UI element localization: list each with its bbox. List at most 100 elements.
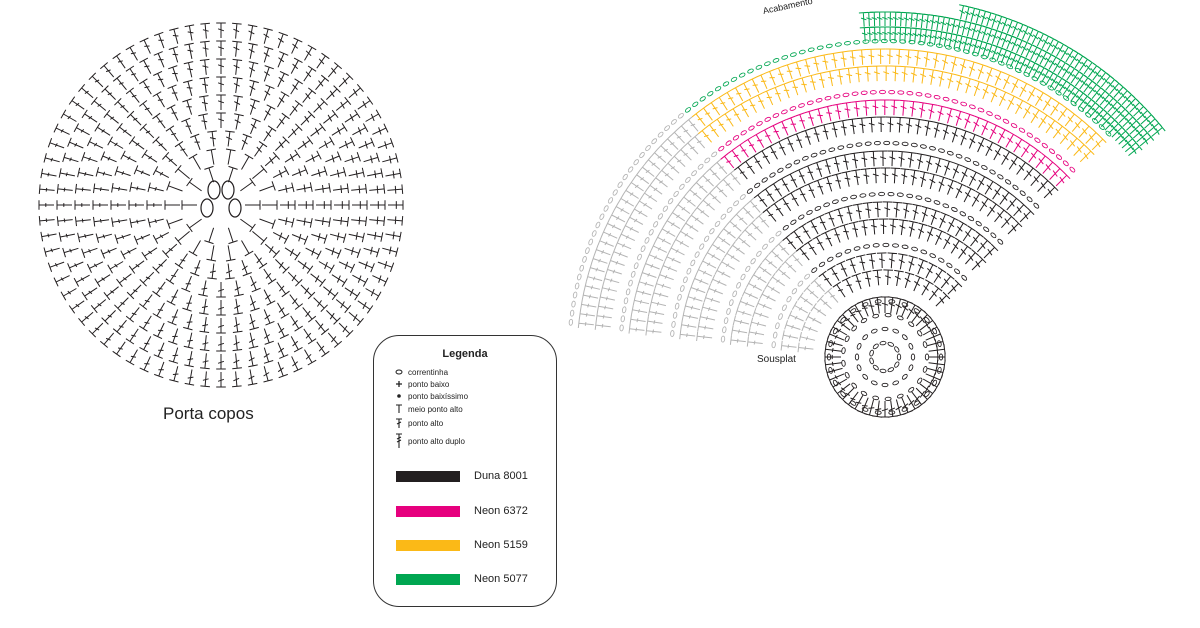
stitch-symbol <box>99 332 115 348</box>
stitch-symbol <box>911 391 926 409</box>
chain-stitch <box>980 54 988 60</box>
stitch-symbol <box>290 57 303 74</box>
chain-stitch <box>1092 118 1098 124</box>
stitch-symbol <box>890 167 901 184</box>
stitch-symbol <box>1136 106 1151 121</box>
chain-stitch <box>1063 95 1070 101</box>
stitch-symbol <box>958 243 972 259</box>
chain-stitch <box>603 205 609 212</box>
stitch-symbol <box>1039 49 1051 65</box>
chain-stitch <box>954 47 961 52</box>
stitch-symbol <box>90 299 107 314</box>
stitch-symbol <box>154 361 165 379</box>
stitch-symbol <box>56 216 73 226</box>
stitch-symbol <box>898 253 908 270</box>
stitch-symbol <box>828 121 839 138</box>
stitch-symbol <box>1128 142 1143 156</box>
chain-oval-icon <box>394 369 404 375</box>
chain-stitch <box>607 197 614 204</box>
stitch-symbol <box>703 293 720 303</box>
stitch-symbol <box>248 61 259 78</box>
stitch-symbol <box>927 103 938 120</box>
chain-stitch <box>577 273 582 281</box>
legend-symbol-row: ponto baixo <box>394 378 449 390</box>
stitch-symbol <box>120 150 137 163</box>
stitch-symbol <box>290 336 303 353</box>
chain-stitch <box>951 207 958 212</box>
stitch-symbol <box>1046 36 1058 52</box>
stitch-symbol <box>114 233 131 244</box>
chain-stitch <box>633 159 639 166</box>
stitch-symbol <box>166 181 183 192</box>
chain-stitch <box>677 293 682 301</box>
stitch-symbol <box>977 237 992 253</box>
stitch-symbol <box>872 296 883 314</box>
chain-stitch <box>837 145 845 150</box>
stitch-symbol <box>1042 94 1056 111</box>
chain-stitch <box>951 99 959 104</box>
stitch-symbol <box>594 320 611 330</box>
chain-stitch <box>793 159 801 165</box>
stitch-symbol <box>950 237 964 254</box>
stitch-symbol <box>81 247 98 258</box>
chain-stitch <box>971 51 979 57</box>
stitch-symbol <box>880 99 890 115</box>
stitch-symbol <box>216 282 226 298</box>
stitch-symbol <box>937 70 948 87</box>
stitch-symbol <box>803 163 814 181</box>
chain-stitch <box>906 193 914 199</box>
chain-stitch <box>861 407 869 412</box>
center-ring-chain <box>228 198 242 218</box>
stitch-symbol <box>885 48 895 65</box>
stitch-symbol <box>819 123 829 140</box>
stitch-symbol <box>323 286 339 301</box>
stitch-symbol <box>994 69 1006 86</box>
stitch-symbol <box>247 24 258 41</box>
stitch-symbol <box>755 262 772 276</box>
chain-stitch <box>714 86 722 92</box>
stitch-symbol <box>913 274 925 292</box>
chain-stitch <box>1069 166 1076 173</box>
stitch-symbol <box>827 329 845 341</box>
stitch-symbol <box>232 316 243 333</box>
chain-stitch <box>1015 68 1022 73</box>
stitch-symbol <box>755 212 770 228</box>
stitch-symbol <box>259 218 276 229</box>
chain-stitch <box>872 364 879 371</box>
stitch-symbol <box>241 153 254 170</box>
chain-stitch <box>908 343 914 350</box>
stitch-symbol <box>297 260 314 274</box>
stitch-symbol <box>112 74 127 91</box>
chain-stitch <box>756 250 762 257</box>
stitch-symbol <box>692 273 709 285</box>
legend-symbol-label: ponto baixíssimo <box>408 391 469 401</box>
stitch-symbol <box>935 291 951 307</box>
stitch-symbol <box>894 48 905 65</box>
chain-stitch <box>571 300 576 308</box>
stitch-symbol <box>241 240 254 257</box>
stitch-symbol <box>152 231 170 244</box>
legend-color-row: Neon 6372 <box>396 503 528 519</box>
chain-stitch <box>772 58 780 63</box>
chain-stitch <box>798 103 805 108</box>
stitch-symbol <box>876 252 887 269</box>
chain-stitch <box>989 57 997 63</box>
chain-stitch <box>983 226 990 233</box>
stitch-symbol <box>932 52 942 69</box>
stitch-symbol <box>190 133 201 150</box>
stitch-symbol <box>331 274 348 287</box>
stitch-symbol <box>1041 33 1053 49</box>
stitch-symbol <box>843 204 853 222</box>
chain-stitch <box>730 76 738 82</box>
stitch-symbol <box>850 394 864 412</box>
chain-stitch <box>860 90 868 95</box>
stitch-symbol <box>167 84 179 101</box>
chain-stitch <box>879 368 887 374</box>
stitch-symbol <box>181 200 197 210</box>
stitch-symbol <box>900 168 910 185</box>
chain-stitch <box>828 340 833 347</box>
stitch-symbol <box>641 188 658 203</box>
chain-stitch <box>883 140 891 146</box>
stitch-symbol <box>183 79 193 97</box>
stitch-symbol <box>892 201 903 218</box>
